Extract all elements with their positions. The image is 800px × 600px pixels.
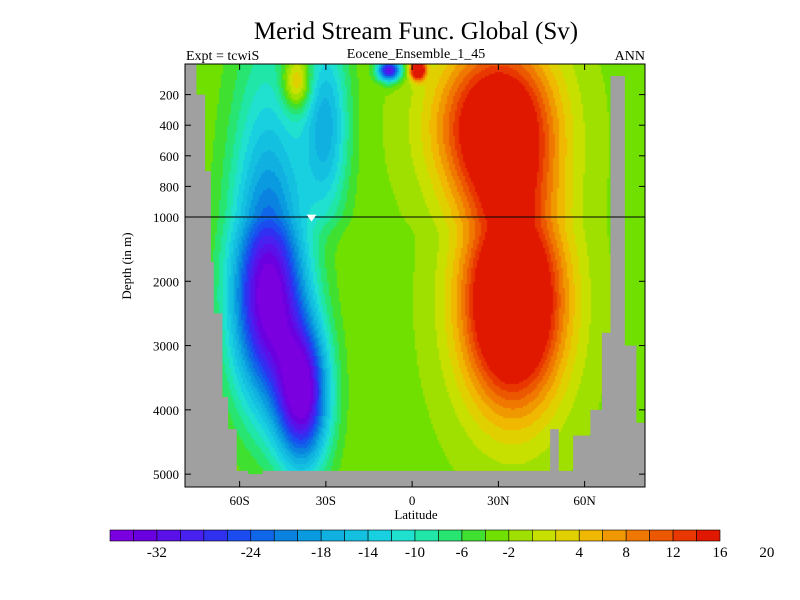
- colorbar-swatch: [485, 529, 510, 542]
- y-tick-label: 3000: [153, 339, 179, 354]
- colorbar-swatch: [250, 529, 275, 542]
- colorbar-swatch: [320, 529, 345, 542]
- x-tick-label: 30N: [487, 493, 510, 508]
- y-tick-label: 5000: [153, 467, 179, 482]
- subtitle-center: Eocene_Ensemble_1_45: [347, 47, 485, 62]
- colorbar-swatch: [625, 529, 650, 542]
- y-tick-label: 2000: [153, 274, 179, 289]
- colorbar-label: -2: [503, 545, 516, 561]
- colorbar-swatch: [461, 529, 486, 542]
- colorbar-label: -24: [241, 545, 261, 561]
- colorbar-label: -32: [147, 545, 167, 561]
- colorbar-swatch: [297, 529, 322, 542]
- colorbar-swatch: [672, 529, 697, 542]
- colorbar-swatch: [273, 529, 298, 542]
- subtitle-left: Expt = tcwiS: [186, 49, 259, 64]
- x-axis-label: Latitude: [394, 507, 438, 522]
- colorbar-swatch: [133, 529, 158, 542]
- colorbar-label: 8: [622, 545, 630, 561]
- land-mask: [185, 64, 611, 487]
- colorbar-label: 20: [759, 545, 774, 561]
- colorbar-swatch: [109, 529, 134, 542]
- x-tick-label: 0: [409, 493, 416, 508]
- colorbar-swatch: [696, 529, 721, 542]
- y-tick-label: 1000: [153, 210, 179, 225]
- colorbar-label: 12: [666, 545, 681, 561]
- colorbar-swatch: [578, 529, 603, 542]
- colorbar-swatch: [532, 529, 557, 542]
- x-tick-label: 60S: [230, 493, 250, 508]
- y-axis-label: Depth (in m): [119, 232, 134, 299]
- colorbar-swatch: [180, 529, 205, 542]
- y-tick-label: 600: [160, 149, 180, 164]
- y-tick-label: 200: [160, 88, 180, 103]
- colorbar-label: -10: [405, 545, 425, 561]
- plot-area: 60S 30S 0 30N 60N 200 400 600 800 1000 2000 3000 400…: [153, 63, 646, 508]
- x-tick-label: 60N: [573, 493, 596, 508]
- plot-frame: [184, 63, 646, 488]
- y-tick-label: 800: [160, 179, 180, 194]
- colorbar-label: 4: [575, 545, 583, 561]
- colorbar-swatch: [438, 529, 463, 542]
- colorbar-swatch: [391, 529, 416, 542]
- colorbar-swatch: [414, 529, 439, 542]
- colorbar-swatch: [555, 529, 580, 542]
- colorbar-swatch: [156, 529, 181, 542]
- colorbar-swatch: [227, 529, 252, 542]
- colorbar-label: -14: [358, 545, 378, 561]
- colorbar-swatch: [344, 529, 369, 542]
- colorbar-label: -18: [311, 545, 331, 561]
- stream-function-field: [185, 64, 645, 487]
- colorbar-swatch: [367, 529, 392, 542]
- y-tick-label: 4000: [153, 403, 179, 418]
- y-tick-label: 400: [160, 118, 180, 133]
- colorbar: -32-24-18-14-10-6-24812162028: [109, 529, 774, 561]
- colorbar-swatch: [508, 529, 533, 542]
- colorbar-swatch: [203, 529, 228, 542]
- subtitle-right: ANN: [615, 49, 645, 64]
- colorbar-label: -6: [456, 545, 469, 561]
- colorbar-swatch: [602, 529, 627, 542]
- chart-title: Merid Stream Func. Global (Sv): [254, 18, 578, 45]
- colorbar-label: 16: [713, 545, 729, 561]
- depth-marker: [306, 214, 317, 222]
- land-mask-north: [610, 76, 645, 487]
- x-tick-label: 30S: [316, 493, 336, 508]
- colorbar-swatch: [649, 529, 674, 542]
